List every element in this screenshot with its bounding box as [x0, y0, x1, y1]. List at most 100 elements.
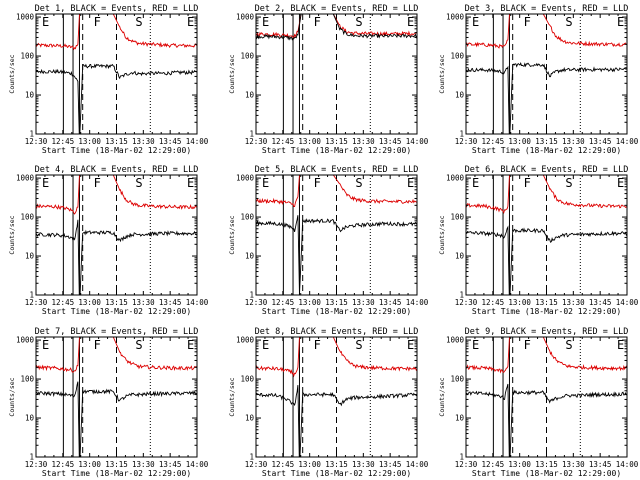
detector-panel-2: Det 2, BLACK = Events, RED = LLD 1 10 100 10…	[228, 4, 429, 155]
y-tick-label: 1000	[16, 174, 35, 183]
x-tick-label: 12:45	[482, 298, 505, 307]
y-tick-label: 10	[25, 252, 35, 261]
x-tick-label: 13:00	[298, 137, 321, 146]
interval-marker-s: S	[135, 176, 142, 190]
interval-marker-f: F	[94, 15, 101, 29]
interval-marker-f: F	[94, 176, 101, 190]
detector-panel-6: Det 6, BLACK = Events, RED = LLD 1 10 100 10…	[438, 165, 639, 316]
y-tick-label: 10	[455, 252, 465, 261]
x-tick-label: 13:15	[535, 298, 558, 307]
x-tick-label: 12:45	[482, 460, 505, 469]
x-tick-label: 12:45	[272, 460, 295, 469]
x-tick-label: 14:00	[406, 137, 429, 146]
y-tick-label: 1	[249, 291, 254, 300]
x-tick-label: 13:30	[132, 298, 155, 307]
y-axis-label: Counts/sec	[8, 54, 16, 93]
y-tick-label: 100	[240, 213, 254, 222]
lld-series-line	[466, 337, 627, 374]
x-axis-label: Start Time (18-Mar-02 12:29:00)	[262, 307, 411, 316]
interval-marker-f: F	[314, 15, 321, 29]
y-tick-label: 100	[450, 375, 464, 384]
plot-area	[36, 175, 197, 295]
x-tick-label: 13:15	[325, 460, 348, 469]
y-tick-label: 1	[29, 291, 34, 300]
interval-marker-f: F	[524, 176, 531, 190]
plot-area	[36, 337, 197, 457]
x-axis-label: Start Time (18-Mar-02 12:29:00)	[42, 307, 191, 316]
lld-series-line	[256, 175, 417, 208]
y-axis-label: Counts/sec	[8, 215, 16, 254]
events-series-line	[36, 381, 197, 457]
y-axis-label: Counts/sec	[228, 54, 236, 93]
events-series-line	[256, 385, 417, 457]
interval-marker-f: F	[524, 338, 531, 352]
y-tick-label: 100	[20, 52, 34, 61]
x-tick-label: 12:45	[272, 298, 295, 307]
x-tick-label: 13:30	[562, 460, 585, 469]
interval-marker-s: S	[355, 338, 362, 352]
plot-area	[466, 337, 627, 457]
y-tick-label: 1000	[16, 336, 35, 345]
x-axis-label: Start Time (18-Mar-02 12:29:00)	[42, 469, 191, 478]
interval-marker-f: F	[524, 15, 531, 29]
detector-panel-4: Det 4, BLACK = Events, RED = LLD 1 10 100 10…	[8, 165, 209, 316]
interval-marker-e: E	[42, 176, 49, 190]
x-tick-label: 13:45	[379, 298, 402, 307]
interval-marker-s: S	[565, 338, 572, 352]
x-tick-label: 13:30	[352, 137, 375, 146]
panel-title: Det 1, BLACK = Events, RED = LLD	[35, 4, 199, 14]
events-series-line	[36, 63, 197, 134]
x-tick-label: 12:30	[245, 460, 268, 469]
y-axis-label: Counts/sec	[228, 377, 236, 416]
plot-area	[466, 175, 627, 295]
interval-marker-e: E	[472, 176, 479, 190]
panel-title: Det 2, BLACK = Events, RED = LLD	[255, 4, 419, 14]
x-tick-label: 13:15	[105, 460, 128, 469]
interval-marker-e: E	[187, 15, 194, 29]
x-tick-label: 13:15	[535, 460, 558, 469]
x-tick-label: 14:00	[616, 460, 639, 469]
interval-marker-e: E	[42, 15, 49, 29]
interval-marker-e: E	[407, 15, 414, 29]
x-tick-label: 12:30	[245, 137, 268, 146]
lld-series-line	[466, 175, 627, 214]
x-tick-label: 14:00	[186, 460, 209, 469]
interval-marker-e: E	[262, 15, 269, 29]
x-tick-label: 12:30	[25, 298, 48, 307]
y-tick-label: 1000	[236, 174, 255, 183]
y-tick-label: 10	[245, 414, 255, 423]
interval-marker-e: E	[472, 338, 479, 352]
x-tick-label: 12:45	[272, 137, 295, 146]
detector-panel-7: Det 7, BLACK = Events, RED = LLD 1 10 100 10…	[8, 327, 209, 478]
interval-marker-f: F	[314, 338, 321, 352]
interval-marker-e: E	[617, 338, 624, 352]
panel-title: Det 7, BLACK = Events, RED = LLD	[35, 327, 199, 337]
plot-area	[466, 14, 627, 134]
detector-panel-3: Det 3, BLACK = Events, RED = LLD 1 10 100 10…	[438, 4, 639, 155]
y-tick-label: 100	[240, 52, 254, 61]
y-tick-label: 1	[459, 291, 464, 300]
x-tick-label: 13:00	[78, 460, 101, 469]
detector-panel-8: Det 8, BLACK = Events, RED = LLD 1 10 100 10…	[228, 327, 429, 478]
events-series-line	[466, 225, 627, 295]
y-tick-label: 10	[245, 252, 255, 261]
x-tick-label: 12:45	[52, 137, 75, 146]
x-tick-label: 13:45	[159, 298, 182, 307]
events-series-line	[36, 219, 197, 295]
interval-marker-e: E	[187, 176, 194, 190]
x-tick-label: 13:15	[535, 137, 558, 146]
detector-panel-9: Det 9, BLACK = Events, RED = LLD 1 10 100 10…	[438, 327, 639, 478]
x-tick-label: 13:00	[78, 298, 101, 307]
events-series-line	[466, 383, 627, 457]
y-tick-label: 100	[20, 213, 34, 222]
panel-title: Det 3, BLACK = Events, RED = LLD	[465, 4, 629, 14]
x-tick-label: 12:45	[52, 298, 75, 307]
y-tick-label: 1000	[236, 13, 255, 22]
x-tick-label: 13:00	[298, 460, 321, 469]
x-tick-label: 14:00	[406, 298, 429, 307]
y-tick-label: 1000	[446, 174, 465, 183]
interval-marker-s: S	[135, 338, 142, 352]
x-tick-label: 13:30	[562, 298, 585, 307]
y-tick-label: 100	[450, 52, 464, 61]
y-tick-label: 10	[245, 91, 255, 100]
